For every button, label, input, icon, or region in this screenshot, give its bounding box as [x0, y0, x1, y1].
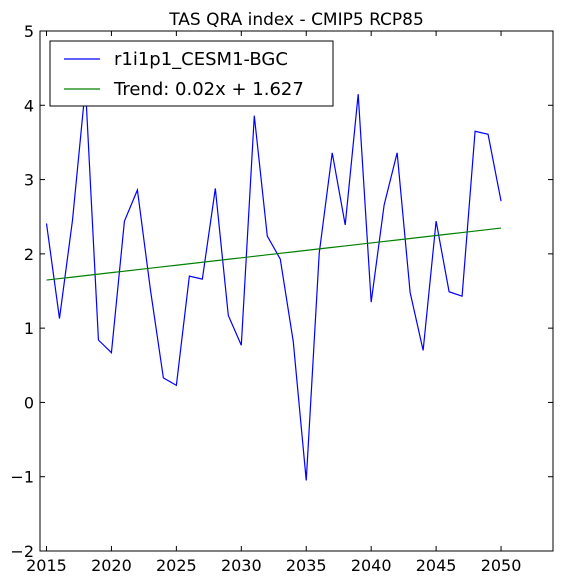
legend-label-series: r1i1p1_CESM1-BGC: [114, 49, 288, 70]
y-tick-label: −1: [10, 468, 34, 487]
legend: r1i1p1_CESM1-BGC Trend: 0.02x + 1.627: [49, 40, 334, 107]
axis-ticks: [40, 30, 553, 552]
y-tick-label: 0: [24, 393, 34, 412]
x-tick-label: 2040: [351, 556, 392, 575]
y-tick-label: 1: [24, 319, 34, 338]
plot-frame: [39, 30, 554, 552]
trend-line: [46, 227, 502, 281]
series-line: [45, 86, 502, 481]
x-tick-label: 2015: [26, 556, 67, 575]
y-tick-label: 2: [24, 245, 34, 264]
x-tick-label: 2035: [286, 556, 327, 575]
y-tick-label: 3: [24, 171, 34, 190]
tick-labels: 2015 2020 2025 2030 2035 2040 2045 2050 −2 −1 0 1 2 3…: [10, 22, 521, 575]
y-tick-label: −2: [10, 542, 34, 561]
y-tick-label: 4: [24, 96, 34, 115]
series-layer: [45, 86, 502, 481]
legend-label-trend: Trend: 0.02x + 1.627: [113, 79, 304, 100]
x-tick-label: 2025: [156, 556, 197, 575]
y-tick-label: 5: [24, 22, 34, 41]
x-tick-label: 2050: [481, 556, 522, 575]
plot-area: [39, 30, 554, 552]
x-tick-label: 2020: [91, 556, 132, 575]
x-tick-label: 2030: [221, 556, 262, 575]
legend-box: [49, 40, 334, 107]
x-tick-label: 2045: [416, 556, 457, 575]
chart-title: TAS QRA index - CMIP5 RCP85: [168, 10, 424, 30]
